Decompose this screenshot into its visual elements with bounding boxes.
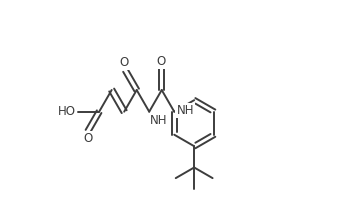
Text: O: O [120,57,129,69]
Text: NH: NH [150,114,168,127]
Text: HO: HO [58,105,76,118]
Text: O: O [156,55,165,68]
Text: NH: NH [176,104,194,117]
Text: O: O [83,132,93,145]
